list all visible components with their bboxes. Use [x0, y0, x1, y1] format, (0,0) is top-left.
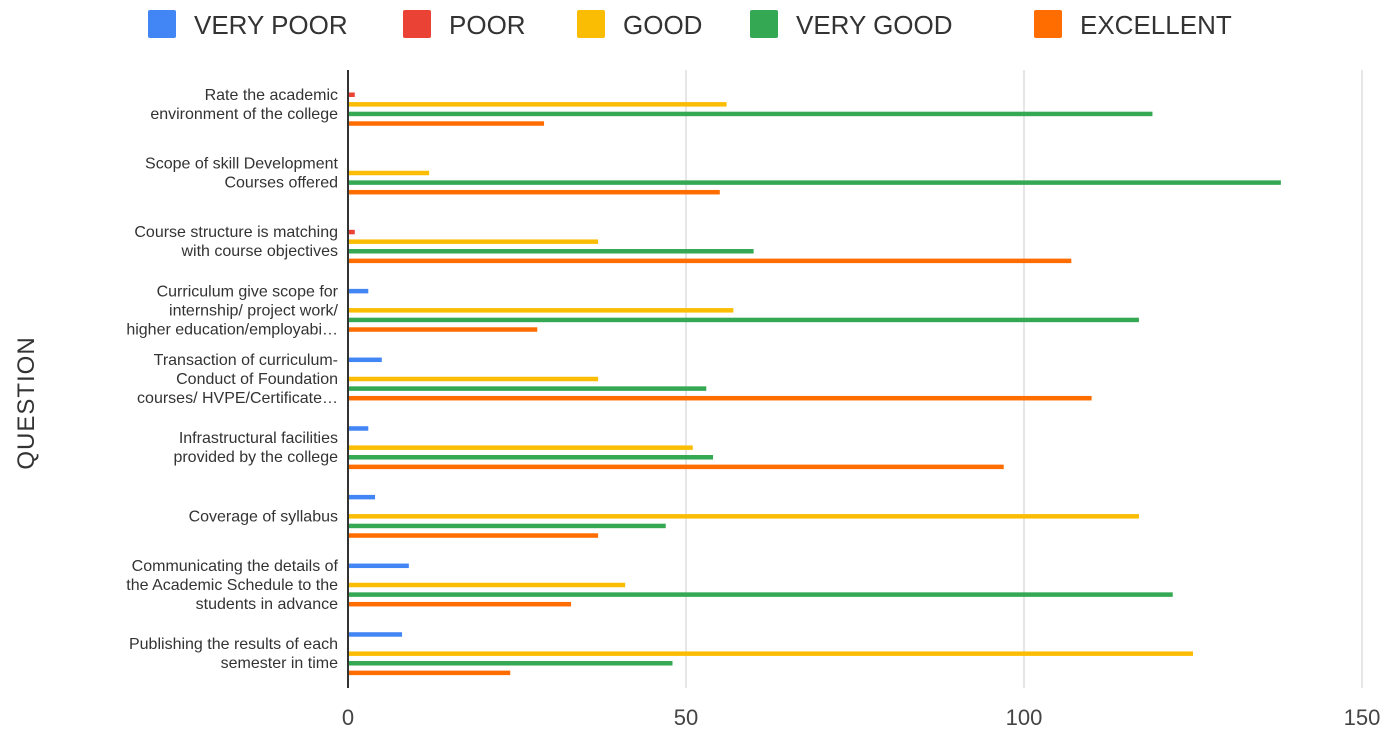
legend-item: VERY POOR	[148, 10, 348, 40]
legend-item: VERY GOOD	[750, 10, 953, 40]
legend-item: EXCELLENT	[1034, 10, 1232, 40]
bar	[348, 239, 599, 244]
bar	[348, 563, 409, 569]
bar	[348, 258, 1072, 264]
bar	[348, 592, 1173, 597]
bar	[348, 288, 369, 294]
x-tick-label: 50	[674, 705, 698, 730]
x-tick-label: 100	[1006, 705, 1043, 730]
bar	[348, 494, 376, 500]
bar	[348, 170, 430, 176]
legend-swatch	[1034, 10, 1062, 38]
category-label: Publishing the results of each semester i…	[129, 636, 338, 672]
bar	[348, 189, 720, 195]
category-labels: Rate the academic environment of the coll…	[126, 87, 338, 672]
legend-swatch	[750, 10, 778, 38]
bar	[348, 533, 599, 538]
gridlines	[685, 70, 1363, 688]
bar	[348, 514, 1139, 519]
legend-label: VERY POOR	[194, 10, 348, 40]
bar	[348, 386, 707, 391]
category-label: Scope of skill Development Courses offere…	[145, 156, 339, 192]
bar	[348, 249, 754, 254]
bar	[348, 523, 666, 529]
legend-swatch	[577, 10, 605, 38]
x-tick-labels: 0 50 100 150	[342, 705, 1380, 730]
legend-swatch	[148, 10, 176, 38]
bar	[348, 111, 1153, 117]
legend-item: GOOD	[577, 10, 702, 40]
bar	[348, 601, 572, 607]
bar	[348, 651, 1193, 656]
y-axis-title: QUESTION	[13, 336, 40, 469]
category-label: Communicating the details of the Academic…	[126, 558, 338, 613]
bar	[348, 670, 511, 676]
legend-swatch	[403, 10, 431, 38]
bar	[348, 121, 545, 126]
bar	[348, 327, 538, 332]
category-label: Infrastructural facilities provided by th…	[173, 430, 338, 466]
category-label: Coverage of syllabus	[189, 508, 338, 525]
legend-label: VERY GOOD	[796, 10, 953, 40]
bar	[348, 357, 382, 363]
category-label: Transaction of curriculum-Conduct of Fou…	[137, 352, 338, 407]
bars	[348, 92, 1281, 676]
category-label: Curriculum give scope for internship/ pro…	[126, 283, 338, 338]
bar	[348, 426, 369, 431]
bar	[348, 582, 626, 588]
legend-label: EXCELLENT	[1080, 10, 1232, 40]
bar	[348, 180, 1281, 185]
legend-label: GOOD	[623, 10, 702, 40]
bar	[348, 445, 693, 450]
x-tick-label: 0	[342, 705, 354, 730]
legend-item: POOR	[403, 10, 526, 40]
legend-label: POOR	[449, 10, 526, 40]
category-label: Course structure is matching with course …	[134, 224, 338, 260]
bar	[348, 376, 599, 382]
bar	[348, 395, 1092, 401]
bar	[348, 464, 1004, 470]
bar	[348, 661, 673, 666]
bar	[348, 455, 714, 460]
bar	[348, 92, 355, 97]
x-tick-label: 150	[1344, 705, 1381, 730]
bar	[348, 102, 727, 107]
bar	[348, 308, 734, 313]
bar	[348, 229, 355, 235]
bar	[348, 632, 403, 637]
category-label: Rate the academic environment of the coll…	[150, 87, 338, 123]
chart-legend: VERY POOR POOR GOOD VERY GOOD EXCELLENT	[148, 10, 1232, 40]
bar	[348, 317, 1139, 323]
